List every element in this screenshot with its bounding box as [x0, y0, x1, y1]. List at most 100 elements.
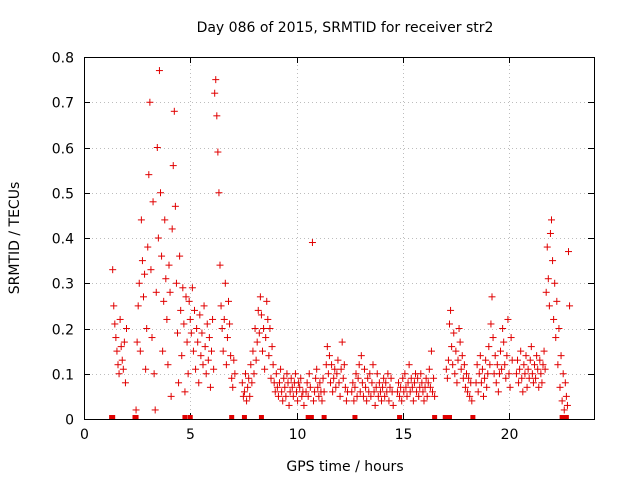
data-point — [554, 361, 562, 369]
data-point — [273, 383, 281, 391]
data-point — [188, 284, 196, 292]
data-point — [263, 297, 271, 305]
data-point — [366, 370, 374, 378]
data-point — [534, 365, 542, 373]
data-point — [427, 347, 435, 355]
data-point — [143, 325, 151, 332]
data-point — [201, 343, 209, 351]
data-point — [563, 401, 571, 409]
data-point — [355, 361, 363, 369]
data-point — [477, 379, 485, 387]
data-point — [183, 338, 191, 346]
data-point — [384, 370, 392, 378]
data-point — [372, 383, 380, 391]
data-point — [410, 379, 418, 387]
data-point — [140, 293, 147, 301]
data-point — [463, 370, 470, 378]
data-point — [336, 392, 344, 400]
data-point — [431, 392, 439, 400]
x-tick-label: 5 — [186, 427, 195, 443]
data-point — [499, 325, 507, 332]
data-point — [323, 343, 331, 351]
data-point — [256, 293, 264, 301]
data-point — [348, 388, 356, 396]
data-point — [248, 379, 256, 387]
data-point — [219, 347, 227, 355]
data-point — [216, 261, 224, 269]
data-point — [135, 279, 143, 287]
data-point — [228, 374, 236, 382]
data-point — [374, 392, 382, 400]
data-point — [288, 383, 296, 391]
data-point — [502, 374, 510, 382]
data-point — [335, 379, 343, 387]
data-point — [407, 374, 415, 382]
data-point — [294, 397, 302, 405]
data-point — [153, 144, 161, 151]
data-point — [211, 89, 219, 97]
data-point — [137, 216, 145, 224]
data-point — [196, 311, 204, 319]
data-point — [481, 374, 489, 382]
data-point — [115, 370, 123, 378]
data-point — [239, 392, 247, 400]
data-point — [170, 107, 178, 115]
gap-marker — [133, 415, 139, 419]
data-point — [453, 379, 461, 387]
data-point — [458, 352, 466, 360]
data-point — [370, 388, 378, 396]
data-point — [230, 356, 238, 364]
data-point — [254, 306, 262, 314]
gap-marker — [397, 415, 403, 419]
data-point — [147, 266, 155, 274]
data-point — [519, 388, 527, 396]
x-tick-label: 20 — [501, 427, 519, 443]
data-point — [221, 279, 229, 287]
data-point — [199, 361, 207, 369]
data-point — [191, 306, 198, 314]
data-point — [414, 374, 422, 382]
data-point — [255, 329, 263, 337]
data-point — [198, 329, 206, 337]
data-point — [200, 302, 208, 310]
data-point — [543, 243, 551, 251]
data-point — [283, 370, 291, 378]
data-point — [359, 392, 367, 400]
data-point — [424, 379, 432, 387]
data-point — [287, 374, 295, 382]
data-point — [505, 370, 513, 378]
data-point — [203, 320, 211, 328]
data-point — [253, 338, 261, 346]
x-tick-label: 0 — [80, 427, 89, 443]
data-point — [520, 361, 528, 369]
y-tick-label: 0 — [65, 413, 74, 429]
data-point — [368, 379, 376, 387]
data-point — [447, 306, 455, 314]
data-point — [504, 315, 512, 323]
gap-markers — [109, 415, 569, 419]
data-point — [506, 383, 514, 391]
data-point — [244, 383, 252, 391]
data-point — [349, 379, 357, 387]
data-point — [497, 347, 504, 355]
data-point — [308, 239, 316, 247]
data-point — [289, 392, 297, 400]
data-point — [540, 347, 548, 355]
data-point — [524, 365, 532, 373]
data-point — [465, 374, 473, 382]
x-tick-label: 15 — [395, 427, 413, 443]
data-point — [556, 383, 564, 391]
data-point — [111, 320, 119, 328]
data-point — [214, 148, 222, 156]
data-point — [483, 383, 491, 391]
data-point — [120, 338, 128, 346]
data-point — [382, 379, 390, 387]
data-point — [452, 347, 460, 355]
x-tick-label: 10 — [289, 427, 307, 443]
data-point — [423, 392, 431, 400]
data-point — [150, 370, 158, 378]
data-point — [242, 370, 249, 378]
data-point — [367, 392, 375, 400]
